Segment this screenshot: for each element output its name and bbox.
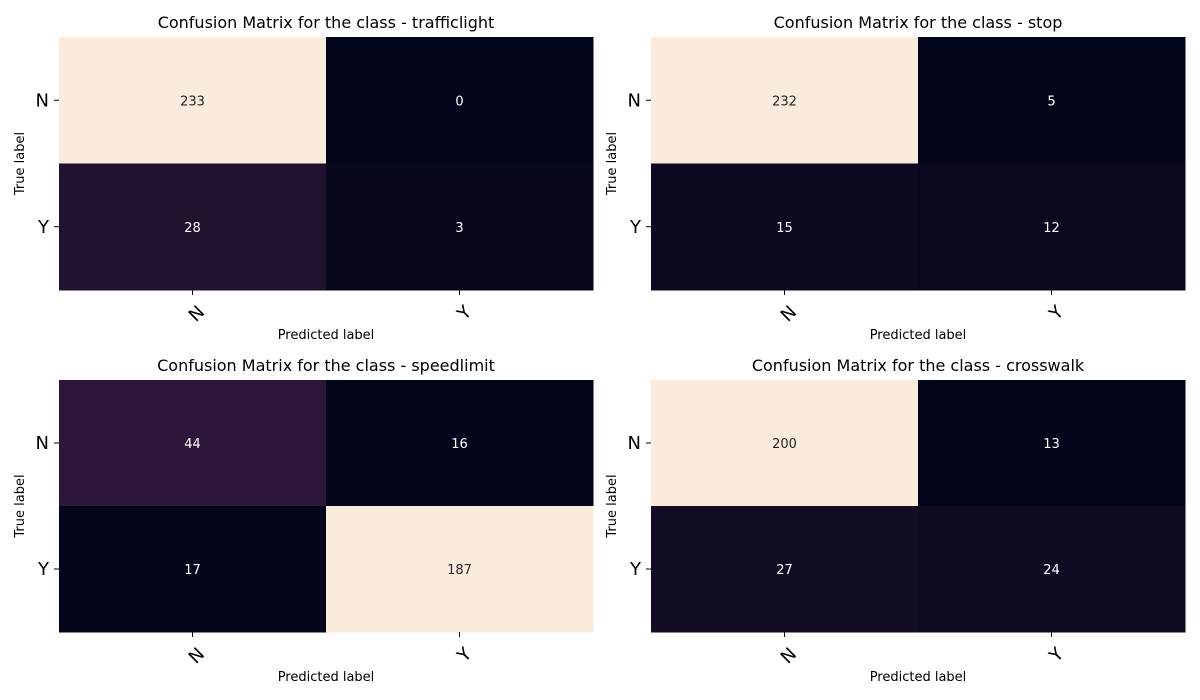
heatmap-cell	[59, 163, 327, 291]
cell-value-label: 3	[455, 221, 463, 236]
cell-value-label: 16	[451, 437, 468, 452]
heatmap-cell	[651, 37, 919, 164]
heatmap-cell	[59, 506, 327, 633]
cell-value-label: 28	[184, 221, 201, 236]
heatmap-cell	[326, 380, 594, 507]
y-axis-label: True label	[605, 132, 620, 196]
x-tick-label: Y	[1045, 643, 1069, 667]
y-tick-label: Y	[629, 559, 642, 580]
x-axis-label: Predicted label	[870, 670, 967, 685]
cell-value-label: 13	[1043, 437, 1060, 452]
chart-title: Confusion Matrix for the class - traffic…	[158, 13, 495, 32]
cell-value-label: 232	[772, 94, 797, 109]
confusion-matrix-panel-4: 200 13 27 24 Confusion Matrix for the class …	[605, 356, 1186, 685]
heatmap-cell	[326, 37, 594, 164]
x-tick-label: Y	[453, 643, 477, 667]
confusion-matrix-panel-1: 233 0 28 3 Confusion Matrix for the class - …	[13, 13, 594, 343]
heatmap-cell	[918, 37, 1186, 164]
x-tick-label: N	[185, 302, 209, 326]
cell-value-label: 27	[776, 563, 793, 578]
heatmap-cell	[59, 37, 327, 164]
y-axis-label: True label	[13, 132, 28, 196]
x-tick-label: N	[777, 302, 801, 326]
y-tick-label: Y	[37, 217, 50, 238]
y-tick-label: Y	[37, 559, 50, 580]
heatmap-cell	[326, 506, 594, 633]
x-tick-label: Y	[453, 301, 477, 325]
chart-title: Confusion Matrix for the class - crosswa…	[752, 356, 1085, 375]
y-axis-label: True label	[13, 474, 28, 538]
heatmap-cell	[651, 506, 919, 633]
x-tick-label: N	[185, 644, 209, 668]
cell-value-label: 233	[180, 94, 205, 109]
chart-title: Confusion Matrix for the class - stop	[774, 13, 1063, 32]
y-tick-label: N	[36, 433, 49, 454]
x-axis-label: Predicted label	[278, 670, 375, 685]
cell-value-label: 44	[184, 437, 201, 452]
x-tick-label: Y	[1045, 301, 1069, 325]
y-axis-label: True label	[605, 474, 620, 538]
cell-value-label: 12	[1043, 221, 1060, 236]
cell-value-label: 17	[184, 563, 201, 578]
heatmap-cell	[918, 506, 1186, 633]
heatmap-cell	[651, 380, 919, 507]
heatmap-cell	[59, 380, 327, 507]
cell-value-label: 5	[1047, 94, 1055, 109]
heatmap-cell	[326, 163, 594, 291]
cell-value-label: 15	[776, 221, 793, 236]
heatmap-cell	[918, 380, 1186, 507]
cell-value-label: 187	[447, 563, 472, 578]
y-tick-label: Y	[629, 217, 642, 238]
cell-value-label: 0	[455, 94, 463, 109]
confusion-matrix-panel-3: 44 16 17 187 Confusion Matrix for the class …	[13, 356, 594, 685]
cell-value-label: 24	[1043, 563, 1060, 578]
y-tick-label: N	[36, 90, 49, 111]
y-tick-label: N	[628, 433, 641, 454]
x-axis-label: Predicted label	[870, 328, 967, 343]
confusion-matrix-panel-2: 232 5 15 12 Confusion Matrix for the class -…	[605, 13, 1186, 343]
cell-value-label: 200	[772, 437, 797, 452]
x-tick-label: N	[777, 644, 801, 668]
heatmap-cell	[651, 163, 919, 291]
heatmap-cell	[918, 163, 1186, 291]
chart-title: Confusion Matrix for the class - speedli…	[157, 356, 495, 375]
x-axis-label: Predicted label	[278, 328, 375, 343]
y-tick-label: N	[628, 90, 641, 111]
